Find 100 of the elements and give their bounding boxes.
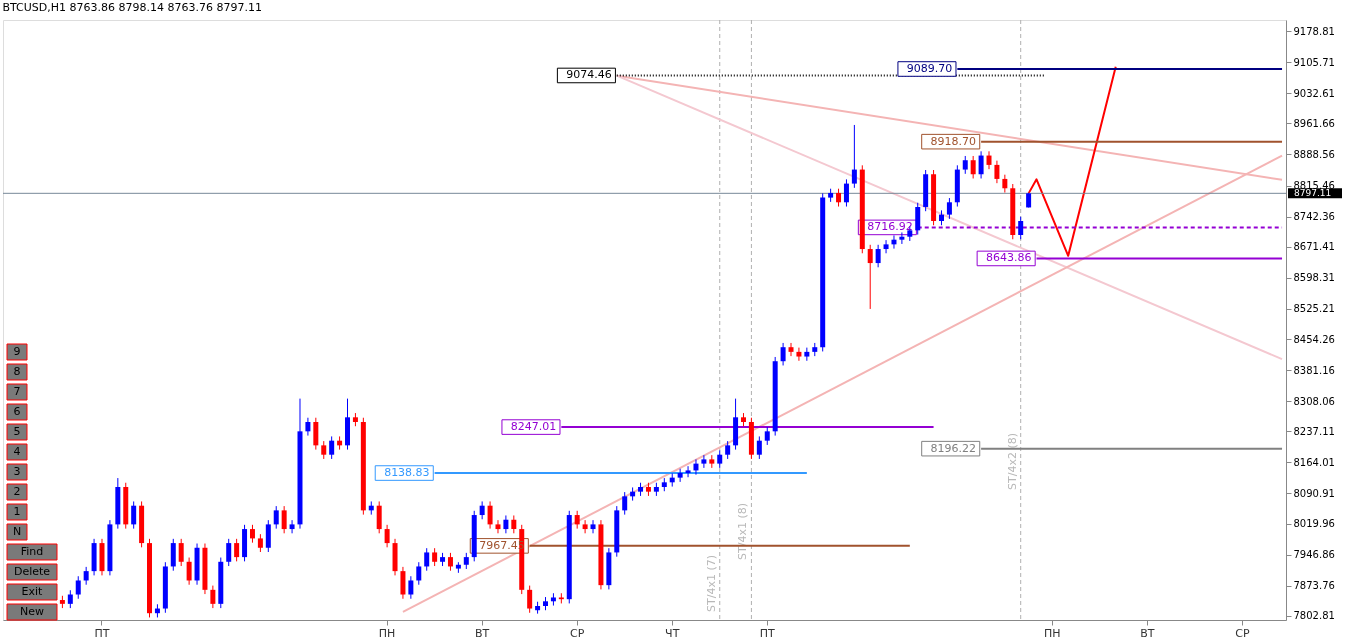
y-tick-label: 8671.41 [1293,241,1335,253]
x-tick-label: СР [570,626,585,640]
candlestick [851,124,857,189]
annotation: ST/4x1 (8) [736,503,750,560]
candlestick [416,561,422,586]
annotation: Find [20,545,44,558]
candlestick [376,500,382,534]
annotation: 6 [13,405,21,418]
candlestick [186,557,192,586]
candlestick [915,202,921,236]
candlestick [424,547,430,572]
candlestick [305,417,311,437]
series-label: 9089.70 [906,61,953,75]
y-tick-label: 9032.61 [1293,87,1335,99]
annotation: Delete [13,565,51,578]
candlestick [75,575,81,600]
candlestick [503,514,509,534]
annotation: 1 [13,505,21,518]
candlestick [622,491,628,516]
y-tick-label: 9178.81 [1293,25,1335,37]
annotation: 5 [13,425,21,438]
candlestick [978,150,984,179]
y-tick-label: 8308.06 [1293,395,1335,407]
candlestick [946,197,952,220]
candlestick [804,347,810,362]
x-tick-label: ПН [1044,626,1061,640]
candlestick [384,524,390,548]
y-tick-label: 8019.96 [1293,518,1335,530]
candlestick [970,155,976,179]
y-tick-label: 8961.66 [1293,117,1335,129]
series-label: 8138.83 [384,466,430,480]
y-tick-label: 8164.01 [1293,456,1335,468]
candlestick [994,160,1000,184]
candlestick [313,417,319,451]
annotation: 2 [13,485,21,498]
candlestick [487,500,493,530]
candlestick [788,342,794,357]
annotation: New [20,605,44,618]
candlestick [170,538,176,572]
annotation: 9 [13,345,21,358]
annotation: ST/4x1 (7) [704,555,718,612]
candlestick [329,435,335,460]
y-tick-label: 7873.76 [1293,580,1335,592]
candlestick [582,519,588,534]
candlestick [843,178,849,208]
x-tick-label: ЧТ [665,626,680,640]
candlestick [265,519,271,553]
annotation: 8 [13,365,21,378]
candlestick [479,500,485,520]
y-tick-label: 8237.11 [1293,425,1335,437]
y-tick-label: 8090.91 [1293,487,1335,499]
candlestick [756,435,762,460]
series-label: 8918.70 [930,134,977,148]
candlestick [131,500,137,530]
candlestick [986,150,992,170]
series-label: 8196.22 [930,441,977,455]
y-tick-label: 9105.71 [1293,56,1335,68]
candlestick [867,244,873,310]
y-tick-label: 7802.81 [1293,610,1335,622]
series-label: 8643.86 [986,251,1032,265]
series-label: 9074.46 [566,68,612,82]
annotation: 7 [13,385,21,398]
candlestick [289,519,295,534]
candlestick [495,519,501,534]
x-tick-label: ПТ [759,626,776,640]
y-tick-label: 8742.36 [1293,211,1335,223]
y-tick-label: 8598.31 [1293,272,1335,284]
annotation: ST/4x2 (8) [1005,433,1019,490]
x-tick-label: СР [1235,626,1250,640]
candlestick [408,575,414,600]
candlestick [875,244,881,268]
candlestick [883,239,889,254]
candlestick [281,505,287,534]
chart-title: BTCUSD,H1 8763.86 8798.14 8763.76 8797.11 [2,1,263,15]
x-tick-label: ВТ [1140,626,1155,640]
y-tick-label: 7946.86 [1293,549,1335,561]
y-tick-label: 8381.16 [1293,364,1335,376]
annotation: 3 [13,465,21,478]
candlestick [527,585,533,614]
candlestick [400,566,406,600]
candlestick [590,519,596,534]
candlestick [780,342,786,366]
series-label: 8247.01 [510,420,557,434]
y-tick-label: 8454.26 [1293,333,1335,345]
y-tick-label: 8888.56 [1293,148,1335,160]
x-tick-label: ПН [378,626,396,640]
candlestick [234,538,240,562]
y-tick-label: 8525.21 [1293,303,1335,315]
candlestick [273,505,279,530]
annotation: 4 [13,445,21,458]
candlestick [677,468,683,483]
candlestick [701,454,707,469]
candlestick [178,538,184,567]
annotation: Exit [21,585,44,598]
x-tick-label: ВТ [475,626,490,640]
candlestick [796,347,802,362]
annotation: N [12,525,22,538]
candlestick [899,231,905,245]
candlestick [210,585,216,609]
series-label: 8716.92 [867,220,913,234]
